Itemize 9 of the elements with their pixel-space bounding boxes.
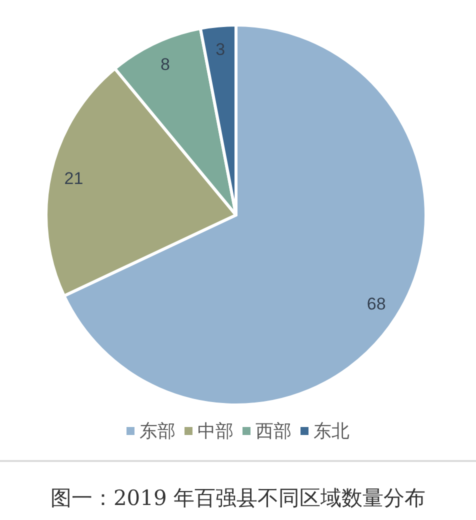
legend-label: 东部 [140, 421, 176, 441]
data-label: 21 [64, 169, 84, 188]
data-label: 68 [366, 294, 386, 314]
data-label: 8 [160, 55, 170, 74]
legend-label: 东北 [314, 421, 350, 441]
legend-label: 中部 [198, 421, 234, 441]
legend-label: 西部 [256, 421, 292, 441]
data-label: 3 [216, 40, 226, 59]
text: 图一：2019 年百强县不同区域数量分布 [50, 486, 426, 510]
